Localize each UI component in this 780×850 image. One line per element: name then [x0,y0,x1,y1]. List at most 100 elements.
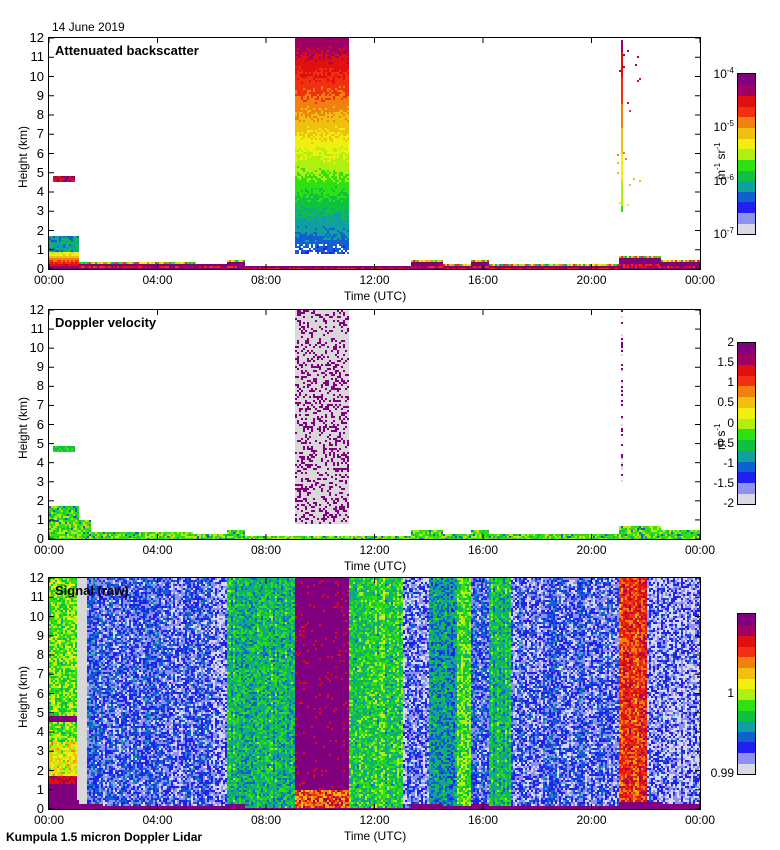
y-tick-label: 12 [29,30,44,45]
y-tick-label: 4 [36,724,44,739]
x-tick-label: 04:00 [142,273,173,287]
unit-base: m [714,170,728,180]
colorbar-2 [738,343,755,504]
colorbar-tick-label: 0.5 [717,395,734,410]
y-tick-label: 8 [36,107,44,122]
tick-base: 10 [713,120,727,135]
colorbar-tick-label: -1.5 [713,475,734,490]
y-tick-label: 11 [30,589,45,605]
colorbar-tick-label: -1 [723,455,734,470]
x-tick-label: 20:00 [576,273,607,287]
x-tick-label: 08:00 [250,543,282,557]
colorbar-tick-label: 1 [727,686,734,700]
x-tick-label: 20:00 [576,813,607,827]
y-axis-label: Height (km) [16,665,30,728]
y-tick-label: 6 [36,416,44,432]
y-axis-label: Height (km) [16,396,30,459]
colorbar-tick-label: 10-6 [694,173,734,188]
y-tick-label: 1 [36,241,44,257]
colorbar-tick-label: 0 [727,415,734,430]
y-tick-label: 0 [36,801,44,816]
colorbar-1 [738,74,755,234]
y-tick-label: 6 [36,685,44,701]
panel-title-2: Doppler velocity [55,315,157,330]
tick-base: 10 [713,67,727,81]
x-axis-label: Time (UTC) [344,289,407,303]
colorbar-tick-label: 1 [727,375,734,390]
y-tick-label: 2 [36,492,44,508]
x-tick-label: 08:00 [250,813,282,827]
unit-base: m s [714,430,728,450]
heatmap-1 [49,38,700,269]
x-tick-label: 00:00 [33,273,65,287]
colorbar-unit: m s-1 [713,423,728,449]
x-tick-label: 04:00 [142,543,173,557]
colorbar-tick-label: -0.5 [713,435,734,450]
panel-title-1: Attenuated backscatter [55,43,199,58]
colorbar-tick-label: 2 [727,335,734,349]
colorbar-tick-label: 10-5 [694,119,734,134]
colorbar-unit: m-1 sr-1 [713,142,728,180]
x-tick-label: 12:00 [359,813,390,827]
y-tick-label: 12 [29,302,44,317]
date-label: 14 June 2019 [52,20,125,34]
panel-title-3: Signal (raw) [55,583,129,598]
y-tick-label: 7 [36,397,44,413]
unit-exponent: -1 [713,142,722,150]
y-tick-label: 4 [36,454,44,470]
y-tick-label: 0 [36,261,44,276]
colorbar-tick-label: 10-7 [694,226,734,241]
y-tick-label: 7 [36,126,44,142]
x-axis-label: Time (UTC) [344,559,407,573]
tick-base: 10 [713,227,727,241]
colorbar-3 [738,614,755,774]
y-tick-label: 8 [36,647,44,662]
x-tick-label: 12:00 [359,543,390,557]
y-tick-label: 9 [36,359,44,375]
tick-exponent: -6 [726,172,734,182]
x-tick-label: 12:00 [359,273,390,287]
unit-mid: sr [714,149,728,163]
x-tick-label: 16:00 [467,813,499,827]
y-tick-label: 3 [36,203,44,219]
tick-base: 10 [713,173,727,188]
y-tick-label: 9 [36,87,44,103]
y-tick-label: 5 [36,704,44,720]
y-tick-label: 5 [36,164,44,180]
unit-exponent: -1 [713,162,722,170]
x-tick-label: 00:00 [684,813,716,827]
x-tick-label: 04:00 [142,813,173,827]
y-tick-label: 6 [36,145,44,161]
y-tick-label: 10 [29,340,44,356]
instrument-caption: Kumpula 1.5 micron Doppler Lidar [6,830,203,844]
heatmap-2 [49,310,700,539]
y-tick-label: 10 [29,608,44,624]
y-tick-label: 3 [36,743,44,759]
x-tick-label: 08:00 [250,273,282,287]
x-tick-label: 16:00 [467,273,499,287]
x-tick-label: 00:00 [684,273,716,287]
x-tick-label: 00:00 [33,813,65,827]
x-tick-label: 20:00 [576,543,607,557]
y-axis-label: Height (km) [16,125,30,188]
y-tick-label: 5 [36,435,44,451]
y-tick-label: 12 [29,570,44,585]
y-tick-label: 0 [36,531,44,546]
colorbar-tick-label: 0.99 [710,766,734,780]
y-tick-label: 11 [30,321,45,337]
y-tick-label: 11 [30,49,45,65]
tick-exponent: -7 [726,226,734,235]
colorbar-tick-label: -2 [723,496,734,510]
tick-exponent: -4 [726,66,734,75]
y-tick-label: 10 [29,68,44,84]
x-tick-label: 16:00 [467,543,499,557]
y-tick-label: 7 [36,666,44,682]
y-tick-label: 1 [36,511,44,527]
colorbar-tick-label: 1.5 [717,355,734,370]
x-tick-label: 00:00 [684,543,716,557]
x-axis-label: Time (UTC) [344,829,407,843]
unit-exponent: -1 [713,423,722,431]
y-tick-label: 3 [36,473,44,489]
y-tick-label: 8 [36,378,44,394]
colorbar-tick-label: 10-4 [694,66,734,81]
